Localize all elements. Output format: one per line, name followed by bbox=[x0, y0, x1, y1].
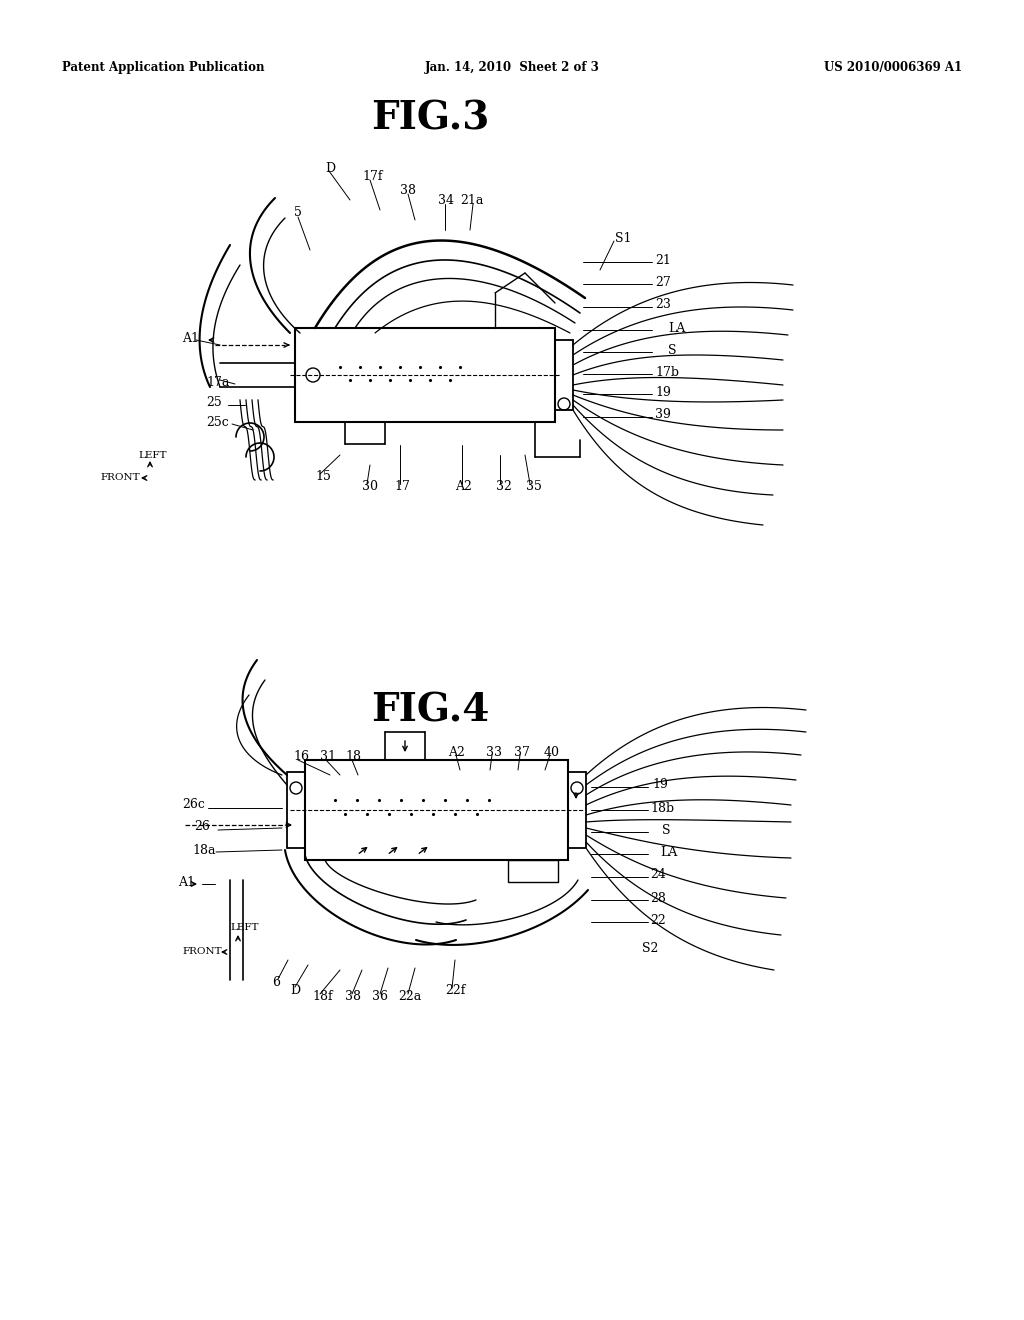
Text: 18: 18 bbox=[345, 751, 361, 763]
Text: 26: 26 bbox=[194, 821, 210, 833]
Text: 6: 6 bbox=[272, 975, 280, 989]
Text: FIG.4: FIG.4 bbox=[371, 690, 489, 729]
Text: 37: 37 bbox=[514, 746, 529, 759]
Bar bbox=[568, 772, 586, 847]
Text: 26c: 26c bbox=[182, 799, 205, 812]
Text: S: S bbox=[668, 343, 677, 356]
Text: S2: S2 bbox=[642, 941, 658, 954]
Text: 22a: 22a bbox=[398, 990, 421, 1003]
Text: Patent Application Publication: Patent Application Publication bbox=[62, 62, 264, 74]
Text: FIG.3: FIG.3 bbox=[371, 99, 489, 137]
Text: 22f: 22f bbox=[445, 983, 465, 997]
Text: 16: 16 bbox=[293, 751, 309, 763]
Text: 17b: 17b bbox=[655, 366, 679, 379]
Text: A1: A1 bbox=[178, 875, 195, 888]
Text: 40: 40 bbox=[544, 746, 560, 759]
Text: 15: 15 bbox=[315, 470, 331, 483]
Text: D: D bbox=[290, 983, 300, 997]
Text: 18a: 18a bbox=[193, 843, 215, 857]
Text: 17a: 17a bbox=[206, 375, 229, 388]
Text: 27: 27 bbox=[655, 276, 671, 289]
Text: S1: S1 bbox=[615, 231, 632, 244]
Text: Jan. 14, 2010  Sheet 2 of 3: Jan. 14, 2010 Sheet 2 of 3 bbox=[425, 62, 599, 74]
Text: 31: 31 bbox=[319, 751, 336, 763]
Text: 19: 19 bbox=[655, 385, 671, 399]
Text: LEFT: LEFT bbox=[230, 924, 258, 932]
Text: 39: 39 bbox=[655, 408, 671, 421]
Text: 38: 38 bbox=[345, 990, 361, 1003]
Text: FRONT: FRONT bbox=[100, 474, 139, 483]
Text: 17f: 17f bbox=[362, 169, 383, 182]
Text: 21: 21 bbox=[655, 253, 671, 267]
Bar bbox=[287, 772, 305, 847]
Text: FRONT: FRONT bbox=[182, 948, 221, 957]
Text: 18b: 18b bbox=[650, 801, 674, 814]
Bar bbox=[305, 760, 568, 861]
Text: 22: 22 bbox=[650, 913, 666, 927]
Text: A2: A2 bbox=[455, 480, 472, 494]
Bar bbox=[555, 341, 573, 411]
Text: 30: 30 bbox=[362, 480, 378, 494]
Text: 19: 19 bbox=[652, 779, 668, 792]
Text: US 2010/0006369 A1: US 2010/0006369 A1 bbox=[824, 62, 962, 74]
Text: D: D bbox=[325, 161, 335, 174]
Text: LEFT: LEFT bbox=[138, 450, 167, 459]
Text: LA: LA bbox=[660, 846, 677, 858]
Text: 28: 28 bbox=[650, 891, 666, 904]
Text: 5: 5 bbox=[294, 206, 302, 219]
Text: 34: 34 bbox=[438, 194, 454, 206]
Bar bbox=[295, 327, 555, 422]
Text: 25c: 25c bbox=[206, 416, 228, 429]
Text: 38: 38 bbox=[400, 183, 416, 197]
Text: 21a: 21a bbox=[460, 194, 483, 206]
Text: A1: A1 bbox=[182, 331, 199, 345]
Text: S: S bbox=[662, 824, 671, 837]
Text: 36: 36 bbox=[372, 990, 388, 1003]
Text: LA: LA bbox=[668, 322, 685, 334]
Text: A2: A2 bbox=[449, 746, 465, 759]
Bar bbox=[508, 861, 558, 882]
Text: 35: 35 bbox=[526, 480, 542, 494]
Text: 32: 32 bbox=[496, 480, 512, 494]
Text: 18f: 18f bbox=[312, 990, 333, 1003]
Text: 33: 33 bbox=[486, 746, 502, 759]
Text: 23: 23 bbox=[655, 298, 671, 312]
Text: 17: 17 bbox=[394, 480, 410, 494]
Text: 24: 24 bbox=[650, 869, 666, 882]
Text: 25: 25 bbox=[206, 396, 222, 409]
